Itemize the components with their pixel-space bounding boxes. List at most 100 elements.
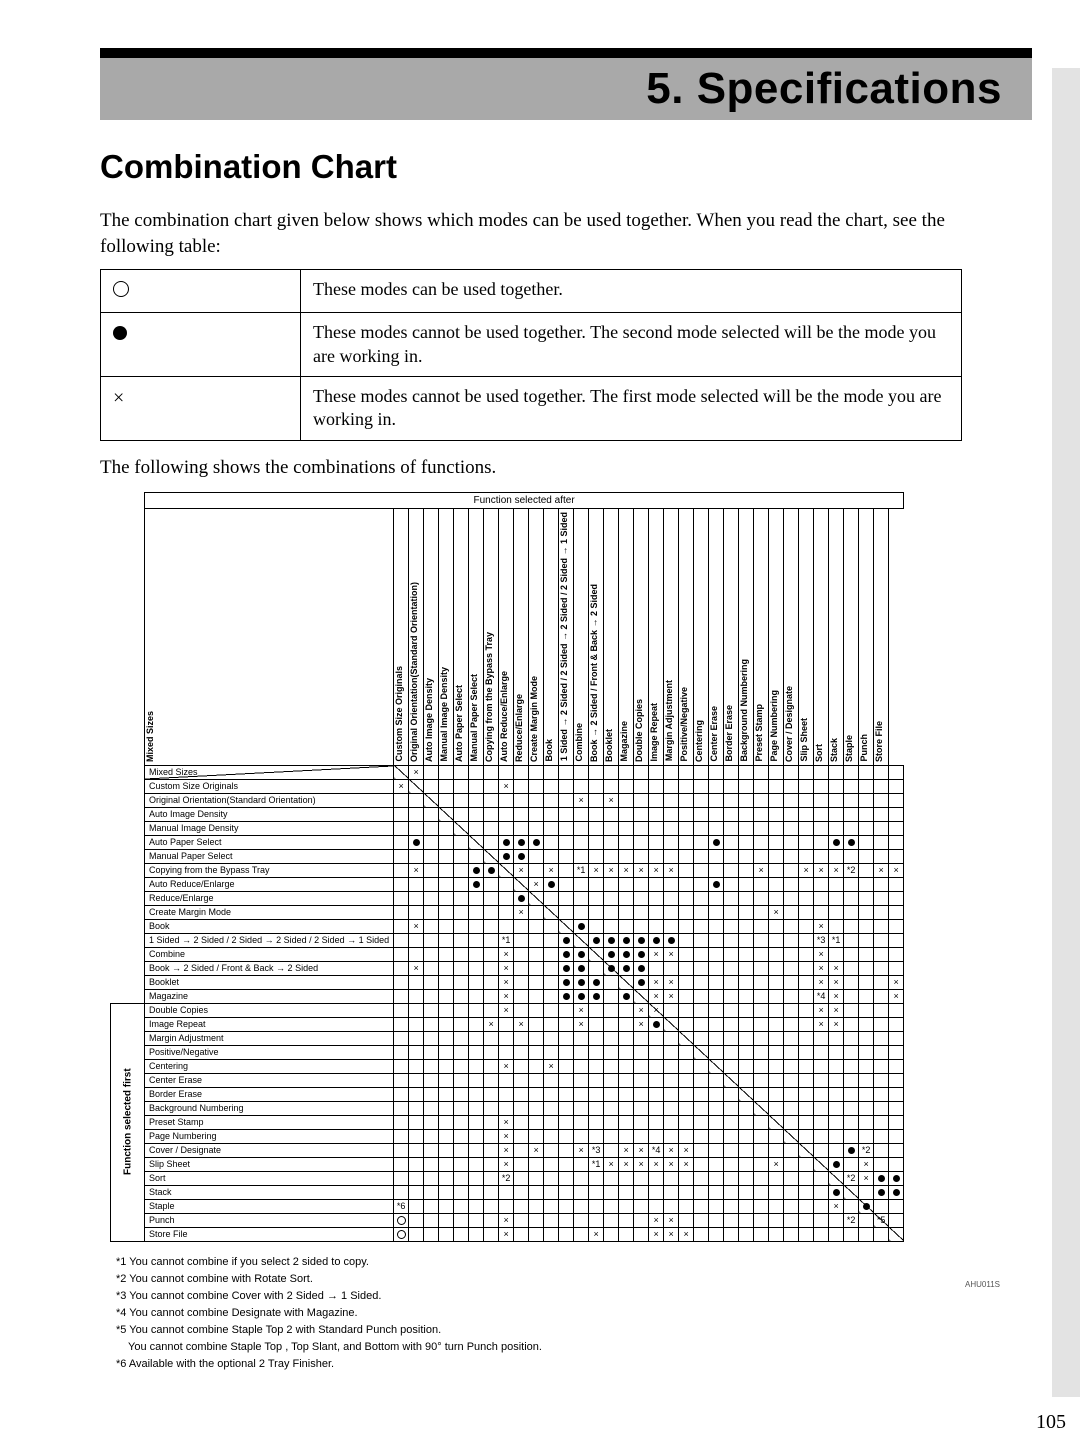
matrix-cell — [544, 891, 559, 905]
matrix-cell — [859, 1185, 874, 1199]
matrix-cell — [574, 1213, 589, 1227]
matrix-cell — [814, 1101, 829, 1115]
matrix-cell — [604, 807, 619, 821]
matrix-cell: × — [544, 1059, 559, 1073]
matrix-cell — [754, 975, 769, 989]
matrix-cell — [889, 835, 904, 849]
matrix-cell — [844, 989, 859, 1003]
matrix-cell — [454, 933, 469, 947]
matrix-cell — [844, 1031, 859, 1045]
matrix-cell — [439, 1213, 454, 1227]
matrix-cell — [739, 1017, 754, 1031]
matrix-cell — [889, 765, 904, 779]
matrix-cell: × — [829, 1003, 844, 1017]
matrix-cell — [784, 1129, 799, 1143]
matrix-cell — [754, 877, 769, 891]
matrix-cell — [574, 821, 589, 835]
matrix-cell — [799, 1143, 814, 1157]
matrix-cell — [409, 1059, 424, 1073]
matrix-cell — [769, 989, 784, 1003]
col-header: 1 Sided → 2 Sided / 2 Sided → 2 Sided / … — [559, 509, 574, 765]
matrix-cell — [424, 1171, 439, 1185]
matrix-cell — [739, 891, 754, 905]
matrix-cell: × — [664, 989, 679, 1003]
col-header: Positive/Negative — [679, 509, 694, 765]
matrix-cell — [574, 1031, 589, 1045]
matrix-cell — [679, 807, 694, 821]
matrix-cell — [604, 821, 619, 835]
matrix-cell — [484, 849, 499, 863]
matrix-cell — [424, 765, 439, 779]
matrix-cell — [859, 1227, 874, 1241]
matrix-cell — [694, 863, 709, 877]
matrix-cell — [634, 1073, 649, 1087]
matrix-cell — [664, 1087, 679, 1101]
matrix-cell — [484, 975, 499, 989]
matrix-cell — [829, 1115, 844, 1129]
matrix-cell — [439, 947, 454, 961]
col-header: Custom Size Originals — [394, 509, 409, 765]
row-header: Reduce/Enlarge — [145, 891, 394, 905]
matrix-cell — [754, 779, 769, 793]
matrix-cell — [394, 961, 409, 975]
matrix-cell — [814, 877, 829, 891]
matrix-cell — [529, 1115, 544, 1129]
matrix-cell — [424, 961, 439, 975]
matrix-cell: *3 — [589, 1143, 604, 1157]
matrix-cell — [394, 989, 409, 1003]
matrix-cell — [634, 933, 649, 947]
matrix-cell — [739, 1101, 754, 1115]
matrix-cell — [529, 779, 544, 793]
matrix-cell — [889, 1213, 904, 1227]
matrix-cell — [829, 1213, 844, 1227]
matrix-cell — [544, 1143, 559, 1157]
matrix-cell — [664, 961, 679, 975]
matrix-cell — [694, 933, 709, 947]
matrix-cell — [784, 919, 799, 933]
matrix-cell — [874, 821, 889, 835]
col-header: Auto Image Density — [424, 509, 439, 765]
matrix-cell — [754, 919, 769, 933]
matrix-cell — [739, 1227, 754, 1241]
matrix-cell — [469, 1059, 484, 1073]
matrix-cell — [409, 1129, 424, 1143]
matrix-cell — [439, 765, 454, 779]
matrix-cell — [544, 1227, 559, 1241]
matrix-cell — [649, 821, 664, 835]
matrix-cell — [514, 1003, 529, 1017]
matrix-cell — [559, 919, 574, 933]
matrix-cell — [694, 919, 709, 933]
matrix-cell — [754, 947, 769, 961]
matrix-cell — [754, 821, 769, 835]
matrix-cell — [769, 1101, 784, 1115]
matrix-cell — [574, 765, 589, 779]
matrix-cell — [784, 1199, 799, 1213]
matrix-cell — [619, 1227, 634, 1241]
matrix-cell — [709, 1059, 724, 1073]
matrix-cell — [649, 793, 664, 807]
matrix-cell — [784, 835, 799, 849]
matrix-cell: × — [409, 919, 424, 933]
matrix-cell — [829, 877, 844, 891]
matrix-cell — [514, 947, 529, 961]
matrix-cell — [499, 1017, 514, 1031]
matrix-cell — [634, 765, 649, 779]
matrix-cell: × — [514, 905, 529, 919]
matrix-cell — [514, 989, 529, 1003]
matrix-cell — [604, 779, 619, 793]
matrix-cell — [424, 779, 439, 793]
matrix-cell — [394, 1073, 409, 1087]
matrix-cell — [844, 975, 859, 989]
col-header: Original Orientation(Standard Orientatio… — [409, 509, 424, 765]
matrix-cell — [709, 905, 724, 919]
matrix-cell — [814, 821, 829, 835]
matrix-cell — [469, 961, 484, 975]
matrix-cell — [829, 849, 844, 863]
matrix-cell — [724, 1101, 739, 1115]
matrix-cell — [469, 1087, 484, 1101]
matrix-cell — [469, 1031, 484, 1045]
matrix-cell: × — [769, 905, 784, 919]
matrix-cell — [619, 947, 634, 961]
matrix-cell — [409, 975, 424, 989]
matrix-cell — [889, 1003, 904, 1017]
